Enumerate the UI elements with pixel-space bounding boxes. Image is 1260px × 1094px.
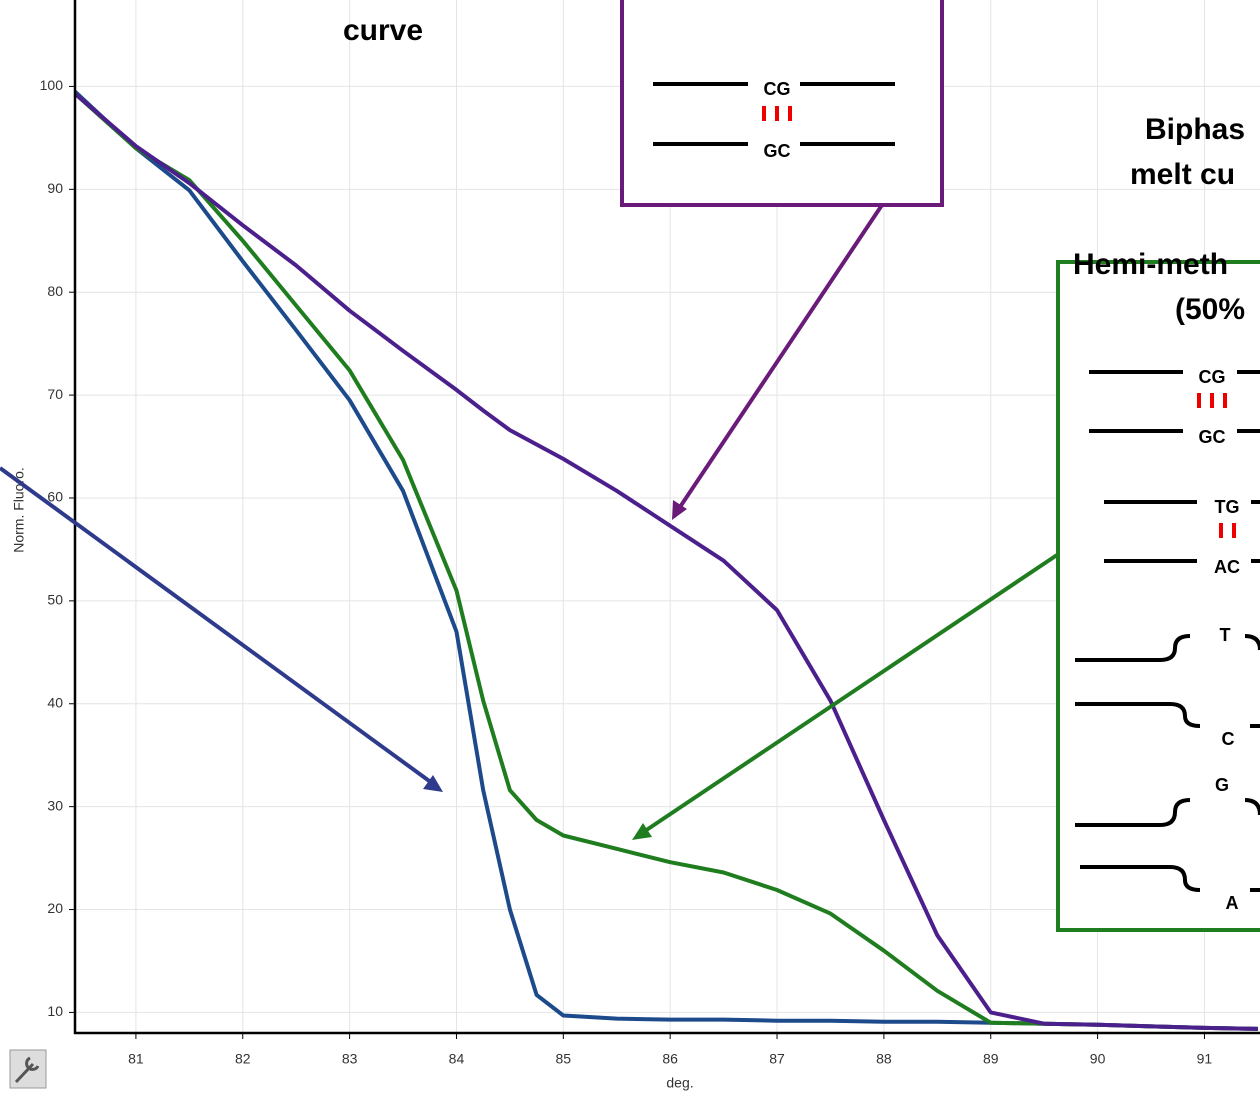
base-label: C (1222, 729, 1235, 749)
x-tick-label: 85 (556, 1051, 572, 1067)
x-tick-label: 82 (235, 1051, 251, 1067)
y-tick-label: 40 (47, 694, 63, 710)
y-tick-label: 80 (47, 283, 63, 299)
x-tick-label: 83 (342, 1051, 358, 1067)
annotation-box (1058, 262, 1260, 930)
base-label: GC (1199, 427, 1226, 447)
base-label: A (1226, 893, 1239, 913)
x-tick-label: 91 (1197, 1051, 1213, 1067)
annotation-box (622, 0, 942, 205)
y-tick-label: 30 (47, 797, 63, 813)
chart: 8182838485868788899091102030405060708090… (0, 0, 1260, 1094)
y-tick-label: 50 (47, 592, 63, 608)
y-tick-label: 100 (40, 77, 64, 93)
x-tick-label: 88 (876, 1051, 892, 1067)
annotation: (50% (1175, 293, 1245, 326)
arrow-head (632, 823, 652, 840)
annotation: curve (343, 14, 423, 47)
annotation: Biphas (1145, 113, 1245, 146)
tool-icon (10, 1050, 46, 1088)
annotation: Hemi-meth (1073, 248, 1228, 281)
y-tick-label: 90 (47, 180, 63, 196)
y-tick-label: 70 (47, 386, 63, 402)
x-tick-label: 86 (662, 1051, 678, 1067)
y-tick-label: 20 (47, 900, 63, 916)
x-tick-label: 89 (983, 1051, 999, 1067)
x-axis-label: deg. (666, 1075, 693, 1091)
x-tick-label: 90 (1090, 1051, 1106, 1067)
base-label: G (1215, 775, 1229, 795)
annotation: melt cu (1130, 158, 1235, 191)
arrow (0, 468, 432, 783)
base-label: GC (764, 141, 791, 161)
base-label: CG (1199, 367, 1226, 387)
base-label: TG (1215, 497, 1240, 517)
x-tick-label: 81 (128, 1051, 144, 1067)
base-label: AC (1214, 557, 1240, 577)
base-label: CG (764, 79, 791, 99)
x-tick-label: 87 (769, 1051, 785, 1067)
arrow (678, 205, 882, 510)
base-label: T (1220, 625, 1231, 645)
y-tick-label: 10 (47, 1003, 63, 1019)
x-tick-label: 84 (449, 1051, 465, 1067)
arrow (642, 555, 1057, 833)
